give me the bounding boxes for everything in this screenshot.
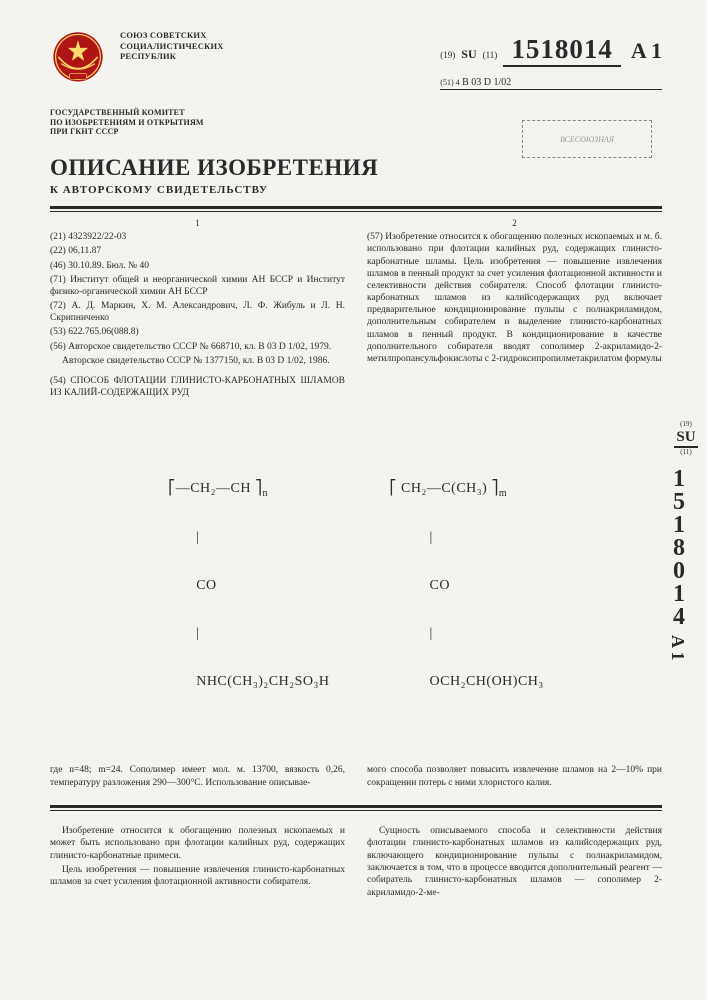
ipc-code: B 03 D 1/02: [462, 77, 511, 88]
org-line1: СОЮЗ СОВЕТСКИХ: [120, 30, 426, 41]
params-left: где n=48; m=24. Сополимер имеет мол. м. …: [50, 764, 345, 789]
ipc-prefix: (51) 4: [440, 78, 459, 87]
org-line3: РЕСПУБЛИК: [120, 51, 426, 62]
desc-left-p2: Цель изобретения — повышение извлечения …: [50, 864, 345, 889]
formula-parameters: где n=48; m=24. Сополимер имеет мол. м. …: [50, 764, 662, 789]
code-prefix-11: (11): [483, 50, 498, 60]
side-prefix-19: (19): [667, 420, 705, 428]
margin-doc-id: (19) SU (11) 1518014 A 1: [667, 420, 705, 661]
desc-left-p1: Изобретение относится к обогащению полез…: [50, 825, 345, 862]
field-46: (46) 30.10.89. Бюл. № 40: [50, 260, 345, 272]
biblio-left-column: 1 (21) 4323922/22-03 (22) 06.11.87 (46) …: [50, 218, 345, 402]
field-72: (72) А. Д. Маркин, Х. М. Александрович, …: [50, 300, 345, 324]
org-line2: СОЦИАЛИСТИЧЕСКИХ: [120, 41, 426, 52]
rule-thin: [50, 211, 662, 212]
field-57: (57) Изобретение относится к обогащению …: [367, 231, 662, 365]
side-suffix: A 1: [667, 635, 688, 661]
rule-mid-thick: [50, 805, 662, 808]
committee-line1: ГОСУДАРСТВЕННЫЙ КОМИТЕТ: [50, 108, 662, 118]
chemical-formula: ⎡—CH₂—CH ⎤n | CO | NHC(CH₃)₂CH₂SO₃H ⎡ CH…: [50, 416, 662, 755]
field-22: (22) 06.11.87: [50, 245, 345, 257]
description-right-column: Сущность описываемого способа и селектив…: [367, 825, 662, 901]
registry-stamp: ВСЕСОЮЗНАЯ: [522, 120, 652, 158]
country-code: SU: [461, 47, 476, 62]
col-number-2: 2: [367, 218, 662, 230]
document-number: 1518014: [503, 34, 621, 67]
org-name: СОЮЗ СОВЕТСКИХ СОЦИАЛИСТИЧЕСКИХ РЕСПУБЛИ…: [120, 30, 426, 62]
rule-thick: [50, 206, 662, 209]
params-right: мого способа позволяет повысить извлечен…: [367, 764, 662, 789]
side-number: 1518014: [667, 466, 691, 627]
rule-mid-thin: [50, 810, 662, 811]
col-number-1: 1: [50, 218, 345, 230]
field-54: (54) СПОСОБ ФЛОТАЦИИ ГЛИНИСТО-КАРБОНАТНЫ…: [50, 375, 345, 400]
biblio-right-column: 2 (57) Изобретение относится к обогащени…: [367, 218, 662, 402]
field-21: (21) 4323922/22-03: [50, 231, 345, 243]
desc-right-p1: Сущность описываемого способа и селектив…: [367, 825, 662, 899]
field-53: (53) 622.765.06(088.8): [50, 326, 345, 338]
description-left-column: Изобретение относится к обогащению полез…: [50, 825, 345, 901]
doc-number-block: (19) SU (11) 1518014 A 1 (51) 4 B 03 D 1…: [440, 30, 662, 90]
code-prefix-19: (19): [440, 50, 455, 60]
main-title: ОПИСАНИЕ ИЗОБРЕТЕНИЯ: [50, 155, 662, 181]
sub-title: К АВТОРСКОМУ СВИДЕТЕЛЬСТВУ: [50, 184, 662, 196]
document-suffix: A 1: [631, 38, 662, 64]
field-56b: Авторское свидетельство СССР № 1377150, …: [50, 355, 345, 367]
state-emblem-icon: [50, 30, 106, 86]
field-56a: (56) Авторское свидетельство СССР № 6687…: [50, 341, 345, 353]
field-71: (71) Институт общей и неорганической хим…: [50, 274, 345, 298]
side-prefix-11: (11): [667, 448, 705, 456]
side-su: SU: [674, 429, 697, 448]
